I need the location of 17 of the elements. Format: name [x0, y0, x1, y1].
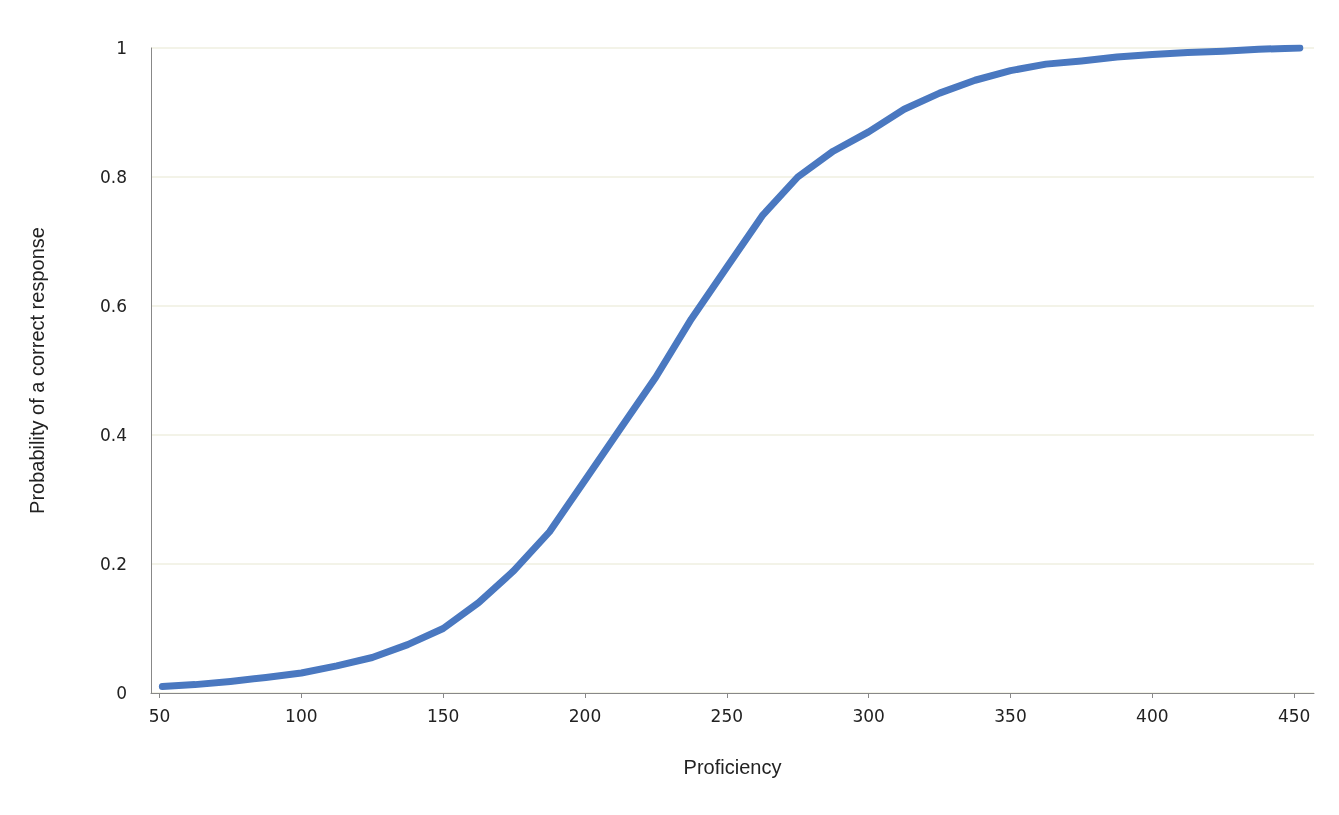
y-tick-label: 1	[116, 38, 127, 58]
x-tick-label: 200	[568, 705, 602, 726]
y-tick-label: 0	[116, 683, 127, 703]
y-tick-label: 0.8	[99, 167, 127, 187]
y-tick-label: 0.4	[99, 425, 127, 445]
x-tick-label: 50	[148, 705, 171, 726]
x-tick-label: 100	[285, 705, 318, 726]
x-tick-label: 400	[1136, 705, 1169, 726]
x-tick-label: 450	[1277, 705, 1311, 726]
x-tick-label: 150	[426, 705, 460, 726]
y-tick-label: 0.6	[99, 296, 127, 316]
x-axis-title: Proficiency	[683, 756, 782, 778]
x-tick-label: 300	[852, 705, 885, 726]
y-axis-title: Probability of a correct response	[26, 227, 48, 514]
y-tick-label: 0.2	[99, 554, 127, 574]
x-tick-label: 250	[710, 705, 744, 726]
x-tick-label: 350	[994, 705, 1027, 726]
